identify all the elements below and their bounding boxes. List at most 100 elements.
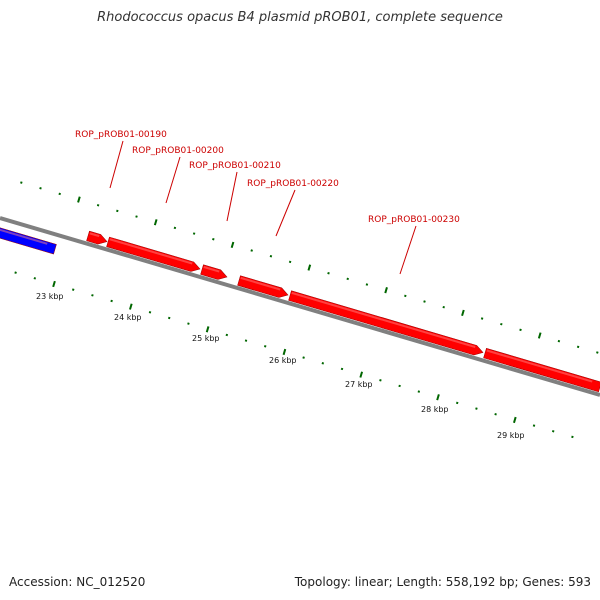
outer-major-tick [537, 332, 542, 339]
inner-minor-tick [398, 384, 401, 388]
kbp-label-7: 29 kbp [497, 431, 525, 440]
inner-major-tick [513, 416, 517, 424]
gene-red-3 [200, 264, 228, 280]
inner-minor-tick [455, 401, 459, 405]
outer-minor-tick [327, 271, 330, 275]
gene-red-4 [237, 275, 289, 298]
gene-red-1 [86, 230, 108, 245]
outer-minor-tick [58, 192, 61, 196]
outer-major-tick [461, 309, 465, 317]
outer-minor-tick [500, 322, 503, 326]
gene-red-6-highlight [486, 349, 593, 383]
outer-minor-tick [250, 249, 253, 252]
accession-text: Accession: NC_012520 [9, 575, 146, 589]
inner-minor-tick [33, 277, 37, 280]
outer-minor-tick [365, 283, 369, 286]
outer-minor-tick [442, 305, 445, 309]
outer-minor-tick [212, 237, 215, 241]
gene-red-6 [483, 347, 600, 393]
inner-minor-tick [494, 413, 497, 416]
outer-major-tick [77, 196, 81, 203]
inner-major-tick [436, 394, 440, 401]
outer-minor-tick [596, 351, 599, 354]
inner-minor-tick [532, 424, 536, 427]
gene-features [0, 226, 600, 393]
inner-minor-tick [244, 339, 248, 342]
outer-minor-tick [519, 328, 522, 332]
kbp-label-1: 23 kbp [36, 292, 64, 301]
inner-major-tick [52, 280, 56, 288]
inner-major-tick [129, 303, 133, 310]
outer-minor-tick [557, 339, 561, 343]
outer-minor-tick [404, 294, 407, 298]
inner-minor-tick [571, 435, 574, 439]
backbone-line [0, 216, 600, 397]
gene-blue-left-highlight [0, 227, 48, 245]
inner-minor-tick [225, 333, 229, 337]
kbp-label-3: 25 kbp [192, 334, 220, 343]
gene-labels: ROP_pROB01-00190 ROP_pROB01-00200 ROP_pROB… [75, 130, 460, 225]
inner-major-tick [205, 326, 210, 333]
gene-red-2-highlight [109, 238, 193, 265]
outer-major-tick [384, 287, 388, 294]
label-line-1 [109, 140, 124, 189]
inner-minor-tick [167, 316, 171, 320]
inner-major-tick [359, 371, 364, 378]
inner-tick-track [14, 271, 574, 439]
outer-tick-track [20, 181, 599, 354]
gene-label-2: ROP_pROB01-00200 [132, 146, 224, 156]
outer-major-tick [153, 219, 158, 226]
kbp-label-4: 26 kbp [269, 356, 297, 365]
outer-minor-tick [480, 317, 484, 320]
label-line-4 [275, 189, 296, 237]
outer-minor-tick [269, 254, 273, 258]
gene-label-4: ROP_pROB01-00220 [247, 179, 339, 189]
outer-major-tick [230, 241, 235, 249]
outer-minor-tick [173, 226, 177, 230]
outer-minor-tick [192, 232, 196, 235]
inner-minor-tick [417, 390, 421, 393]
gene-red-5-highlight [291, 291, 476, 349]
kbp-labels: 23 kbp 24 kbp 25 kbp 26 kbp 27 kbp 28 kbp 29 k… [36, 292, 525, 440]
gene-red-4-highlight [240, 276, 281, 291]
kbp-label-5: 27 kbp [345, 380, 373, 389]
inner-minor-tick [148, 311, 152, 314]
gene-label-5: ROP_pROB01-00230 [368, 215, 460, 225]
label-line-5 [399, 225, 417, 275]
label-line-2 [165, 156, 181, 204]
inner-minor-tick [551, 430, 555, 433]
inner-minor-tick [71, 288, 75, 291]
outer-major-tick [307, 264, 312, 271]
inner-minor-tick [91, 294, 94, 297]
outer-minor-tick [576, 345, 580, 349]
outer-minor-tick [39, 187, 42, 190]
sequence-summary: Topology: linear; Length: 558,192 bp; Ge… [294, 575, 591, 589]
outer-minor-tick [116, 209, 119, 213]
outer-minor-tick [288, 260, 292, 264]
inner-minor-tick [379, 379, 382, 382]
gene-label-3: ROP_pROB01-00210 [189, 161, 281, 171]
inner-minor-tick [321, 362, 325, 365]
inner-minor-tick [475, 407, 478, 410]
outer-minor-tick [20, 181, 23, 184]
sequence-backbone [0, 216, 600, 397]
gene-red-1-highlight [89, 232, 100, 238]
gene-label-1: ROP_pROB01-00190 [75, 130, 167, 140]
gene-blue-left [0, 226, 57, 255]
map-title: Rhodococcus opacus B4 plasmid pROB01, co… [97, 10, 503, 25]
outer-minor-tick [423, 300, 426, 303]
inner-minor-tick [340, 367, 344, 371]
kbp-label-2: 24 kbp [114, 313, 142, 322]
outer-minor-tick [346, 277, 349, 281]
gene-red-2 [106, 236, 201, 272]
outer-minor-tick [135, 215, 138, 218]
outer-minor-tick [96, 203, 100, 207]
gene-red-3-highlight [203, 266, 220, 273]
label-line-3 [226, 171, 238, 222]
gene-red-5 [288, 290, 484, 356]
inner-minor-tick [14, 271, 17, 274]
gene-label-lines [109, 140, 417, 275]
kbp-label-6: 28 kbp [421, 405, 449, 414]
inner-minor-tick [263, 345, 267, 348]
